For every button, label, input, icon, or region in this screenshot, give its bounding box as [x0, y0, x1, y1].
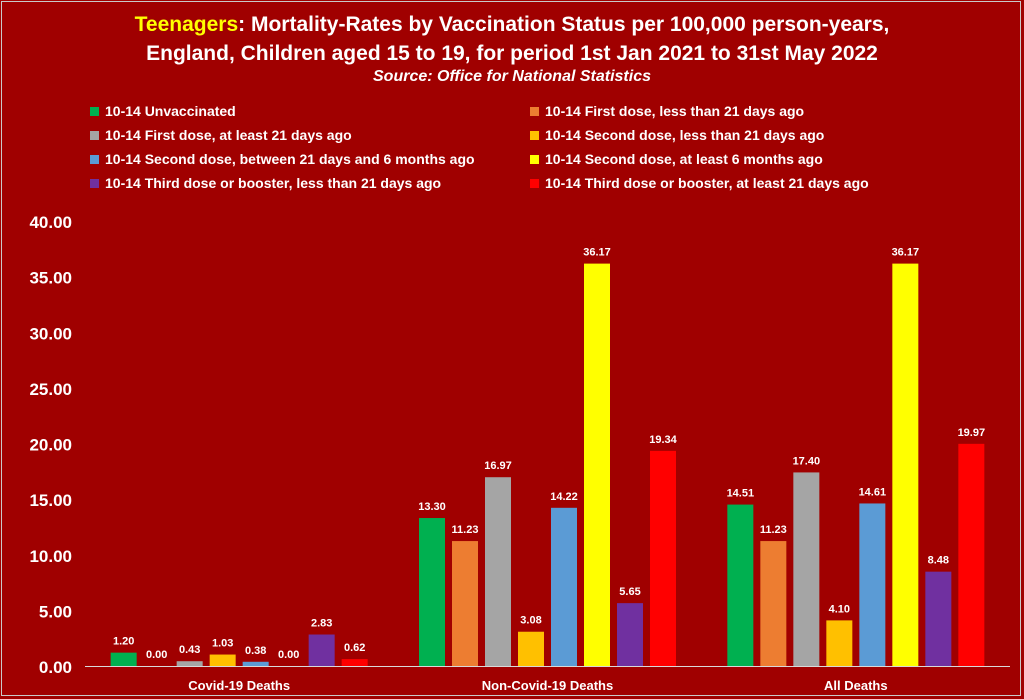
bar	[760, 541, 787, 666]
legend-item: 10-14 Third dose or booster, less than 2…	[90, 174, 530, 192]
data-label: 13.30	[418, 501, 446, 513]
bar	[859, 503, 886, 666]
y-tick-label: 20.00	[29, 436, 72, 455]
bar	[518, 631, 544, 666]
bar	[308, 634, 335, 666]
data-label: 0.62	[344, 642, 365, 654]
bar	[419, 518, 445, 666]
bar	[485, 477, 511, 666]
bar	[617, 603, 643, 666]
data-label: 14.51	[727, 488, 755, 500]
x-tick-label: Covid-19 Deaths	[188, 678, 290, 693]
legend-item: 10-14 First dose, at least 21 days ago	[90, 126, 530, 144]
data-label: 14.22	[550, 491, 578, 503]
bar	[925, 571, 952, 666]
chart-legend: 10-14 Unvaccinated 10-14 First dose, less…	[90, 102, 940, 192]
title-highlight: Teenagers	[134, 13, 239, 36]
data-label: 19.97	[958, 427, 986, 439]
legend-swatch	[530, 154, 539, 164]
legend-label: 10-14 Second dose, at least 6 months ago	[545, 151, 823, 167]
data-label: 36.17	[583, 247, 611, 259]
data-label: 11.23	[760, 524, 787, 536]
legend-label: 10-14 Second dose, less than 21 days ago	[545, 127, 825, 143]
data-label: 0.00	[146, 649, 167, 661]
bar	[110, 652, 137, 666]
legend-item: 10-14 Second dose, at least 6 months ago	[530, 150, 940, 168]
legend-swatch	[90, 154, 99, 164]
bar	[826, 620, 853, 666]
data-label: 0.38	[245, 645, 266, 657]
bar	[727, 504, 754, 666]
bar	[176, 661, 203, 666]
data-label: 14.61	[859, 486, 887, 498]
legend-swatch	[90, 130, 99, 140]
legend-label: 10-14 First dose, at least 21 days ago	[105, 127, 352, 143]
data-label: 0.43	[179, 644, 200, 656]
y-tick-label: 25.00	[29, 380, 72, 399]
data-label: 2.83	[311, 618, 332, 630]
bar	[892, 263, 919, 666]
y-tick-label: 5.00	[39, 602, 72, 621]
title-line-1: Teenagers: Mortality-Rates by Vaccinatio…	[0, 10, 1024, 39]
bar	[793, 472, 820, 666]
x-tick-label: All Deaths	[824, 678, 888, 693]
bar	[584, 263, 610, 666]
bar	[209, 654, 236, 666]
y-tick-label: 15.00	[29, 491, 72, 510]
chart-source: Source: Office for National Statistics	[373, 68, 651, 85]
data-label: 19.34	[649, 434, 677, 446]
legend-item: 10-14 First dose, less than 21 days ago	[530, 102, 940, 120]
data-label: 17.40	[793, 455, 821, 467]
data-label: 4.10	[829, 603, 850, 615]
bar	[551, 507, 577, 666]
y-tick-label: 0.00	[39, 658, 72, 677]
legend-label: 10-14 Third dose or booster, at least 21…	[545, 175, 869, 191]
data-label: 16.97	[484, 460, 512, 472]
data-label: 3.08	[520, 615, 541, 627]
legend-swatch	[90, 178, 99, 188]
legend-item: 10-14 Third dose or booster, at least 21…	[530, 174, 940, 192]
data-label: 5.65	[619, 586, 640, 598]
y-tick-label: 10.00	[29, 547, 72, 566]
legend-item: 10-14 Unvaccinated	[90, 102, 530, 120]
legend-label: 10-14 First dose, less than 21 days ago	[545, 103, 805, 119]
y-tick-label: 30.00	[29, 324, 72, 343]
bar	[452, 541, 478, 666]
x-tick-label: Non-Covid-19 Deaths	[482, 678, 613, 693]
chart-title: Teenagers: Mortality-Rates by Vaccinatio…	[0, 10, 1024, 68]
title-line-2: England, Children aged 15 to 19, for per…	[146, 42, 878, 65]
data-label: 36.17	[892, 247, 920, 259]
y-tick-label: 35.00	[29, 269, 72, 288]
bar	[958, 443, 985, 666]
bar	[341, 659, 368, 666]
legend-label: 10-14 Unvaccinated	[105, 103, 236, 119]
data-label: 8.48	[928, 555, 949, 567]
bar	[650, 450, 676, 666]
y-tick-label: 40.00	[29, 213, 72, 232]
legend-swatch	[530, 178, 539, 188]
legend-swatch	[530, 106, 539, 116]
bar	[242, 661, 269, 666]
data-label: 1.20	[113, 636, 134, 648]
data-label: 1.03	[212, 638, 233, 650]
legend-item: 10-14 Second dose, between 21 days and 6…	[90, 150, 530, 168]
title-line-1-rest: : Mortality-Rates by Vaccination Status …	[238, 13, 890, 36]
legend-swatch	[530, 130, 539, 140]
legend-label: 10-14 Second dose, between 21 days and 6…	[105, 151, 475, 167]
legend-label: 10-14 Third dose or booster, less than 2…	[105, 175, 442, 191]
data-label: 0.00	[278, 649, 299, 661]
legend-item: 10-14 Second dose, less than 21 days ago	[530, 126, 940, 144]
legend-swatch	[90, 106, 99, 116]
data-label: 11.23	[452, 524, 479, 536]
